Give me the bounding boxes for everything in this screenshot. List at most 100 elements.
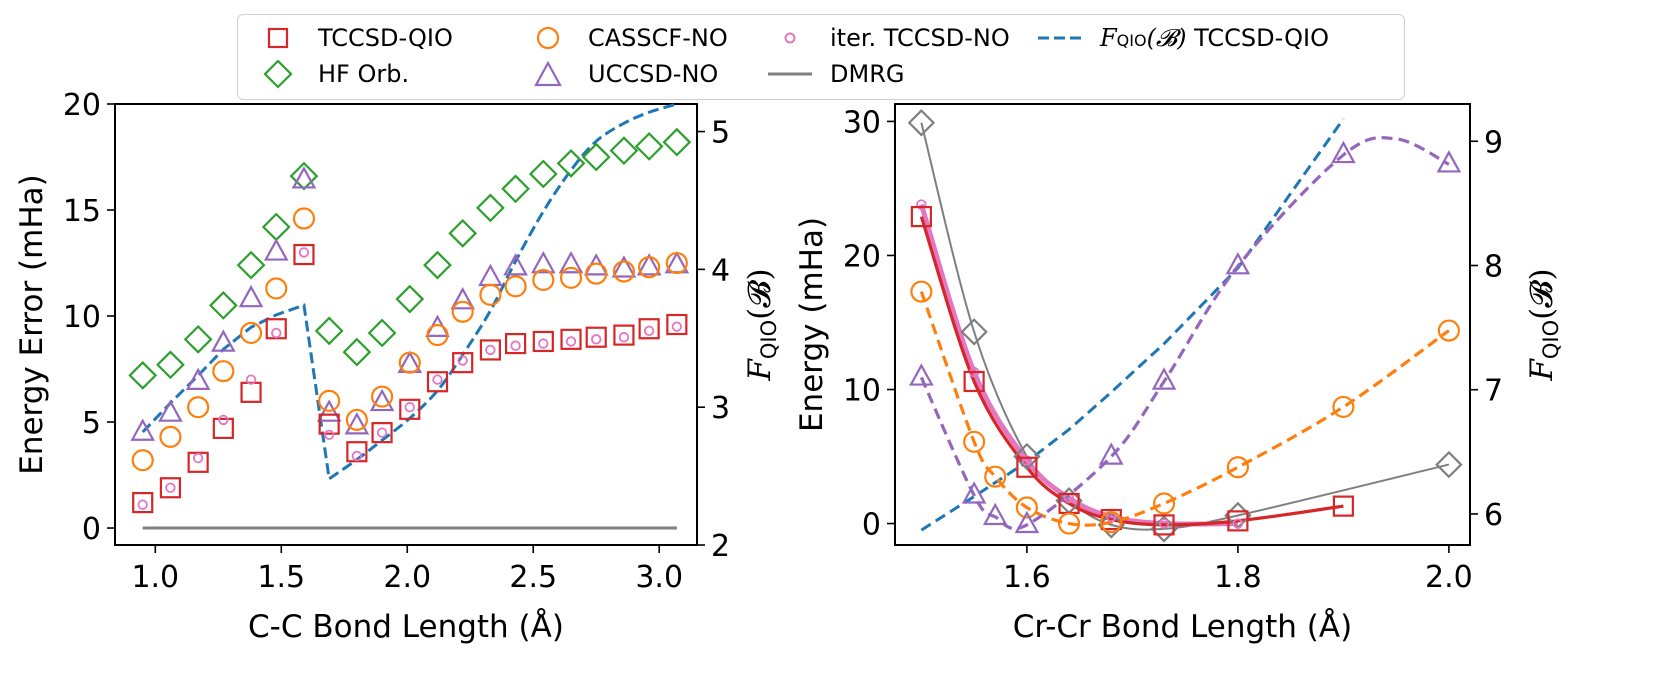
legend-label: HF Orb. [318,60,410,88]
plot-frame [894,103,1471,546]
point-iter [165,482,176,493]
point-casscf [1332,395,1355,419]
point-hf_gray [1013,442,1041,471]
y2-tick-label: 2 [711,529,730,564]
point-iter [591,334,602,345]
x-tick-label: 3.0 [635,560,683,595]
square-marker-icon [256,23,300,53]
point-hf [556,148,586,178]
point-iter [457,355,468,366]
plot-frame [114,103,698,546]
y2-label-part: (𝓑) [1524,268,1560,320]
y2-label-part: QIO [1539,320,1563,359]
point-uccsd [130,418,156,441]
point-uccsd [1436,150,1462,173]
point-casscf [1437,319,1460,342]
point-tccsd_qio [963,370,985,393]
series-line-uccsd [919,136,1450,531]
point-hf [128,361,158,390]
dashed-line-icon [1038,23,1082,53]
y-axis-label: Energy Error (mHa) [14,174,50,475]
point-hf [423,250,452,280]
x-tick-label: 1.5 [257,560,305,595]
point-casscf [451,300,474,323]
point-casscf [963,430,986,453]
point-iter [618,332,630,343]
point-hf [581,142,611,172]
point-casscf [318,389,341,412]
point-casscf [187,396,210,419]
point-hf [183,324,213,354]
point-uccsd [158,399,183,422]
point-iter [510,340,521,351]
point-uccsd [478,263,503,287]
point-tccsd_qio [132,491,154,514]
point-uccsd [263,238,289,261]
x-axis-label: C-C Bond Length (Å) [248,609,564,645]
point-iter [192,452,204,464]
point-uccsd [531,250,556,274]
point-tccsd_qio [426,371,449,393]
point-uccsd [1098,442,1124,465]
point-hf [528,159,558,189]
series-line-fqio [920,118,1345,532]
legend-item-tccsd-qio: TCCSD-QIO [256,21,453,55]
point-tccsd_qio [371,422,393,444]
legend-item-dmrg: DMRG [768,57,904,91]
y2-label-part: F [1524,358,1560,382]
series-line-casscf [919,291,1450,527]
point-iter [218,414,229,426]
point-casscf [265,277,288,300]
point-casscf [504,275,527,298]
point-casscf [665,251,688,275]
point-tccsd_qio [666,313,688,336]
point-casscf [345,408,368,431]
point-casscf [292,207,316,230]
point-uccsd [185,367,211,390]
y-tick-label: 10 [63,300,101,335]
y-axis-label: Energy (mHa) [794,217,830,432]
point-hf_gray [1097,511,1125,539]
point-tccsd_qio [1332,495,1354,517]
y2-label-part: QIO [757,320,781,359]
point-tccsd_qio [187,451,209,473]
point-iter [485,344,496,356]
x-tick-label: 2.0 [1425,560,1473,595]
point-hf [156,350,185,380]
left-panel: 1.0 1.5 2.0 2.5 3.0 0 5 10 15 20 2 3 4 5 C-C Bond Leng… [14,88,781,645]
point-casscf [1015,496,1038,519]
point-casscf [212,360,235,383]
point-uccsd [558,250,584,274]
point-casscf [1152,492,1176,515]
legend-label: iter. TCCSD-NO [830,24,1010,52]
point-hf [662,127,692,157]
point-tccsd_qio [159,477,182,499]
x-tick-label: 2.0 [383,560,431,595]
series-line-fqio [141,102,678,482]
point-uccsd [909,363,934,386]
legend-item-iter-tccsd-no: iter. TCCSD-NO [768,21,1010,55]
point-uccsd [503,253,528,276]
x-tick-label: 2.5 [509,560,557,595]
point-tccsd_qio [585,326,607,348]
point-tccsd_qio [1153,514,1175,536]
point-uccsd [450,287,475,310]
point-uccsd [316,399,342,422]
point-iter [671,321,683,332]
point-iter [643,325,655,337]
point-iter [538,338,549,349]
point-tccsd_qio [532,330,554,353]
point-iter [1232,518,1244,529]
point-iter [432,374,443,385]
point-uccsd [982,502,1008,526]
diamond-marker-icon [256,59,300,89]
point-iter [1158,518,1170,529]
legend-item-hf-orb: HF Orb. [256,57,409,91]
y-tick-label: 20 [63,88,101,123]
legend-item-uccsd-no: UCCSD-NO [526,57,718,91]
point-tccsd_qio [265,318,287,340]
point-hf [634,132,664,161]
y2-axis-label: FQIO(𝓑) [742,268,781,381]
point-hf [236,250,266,280]
point-uccsd [238,284,264,308]
